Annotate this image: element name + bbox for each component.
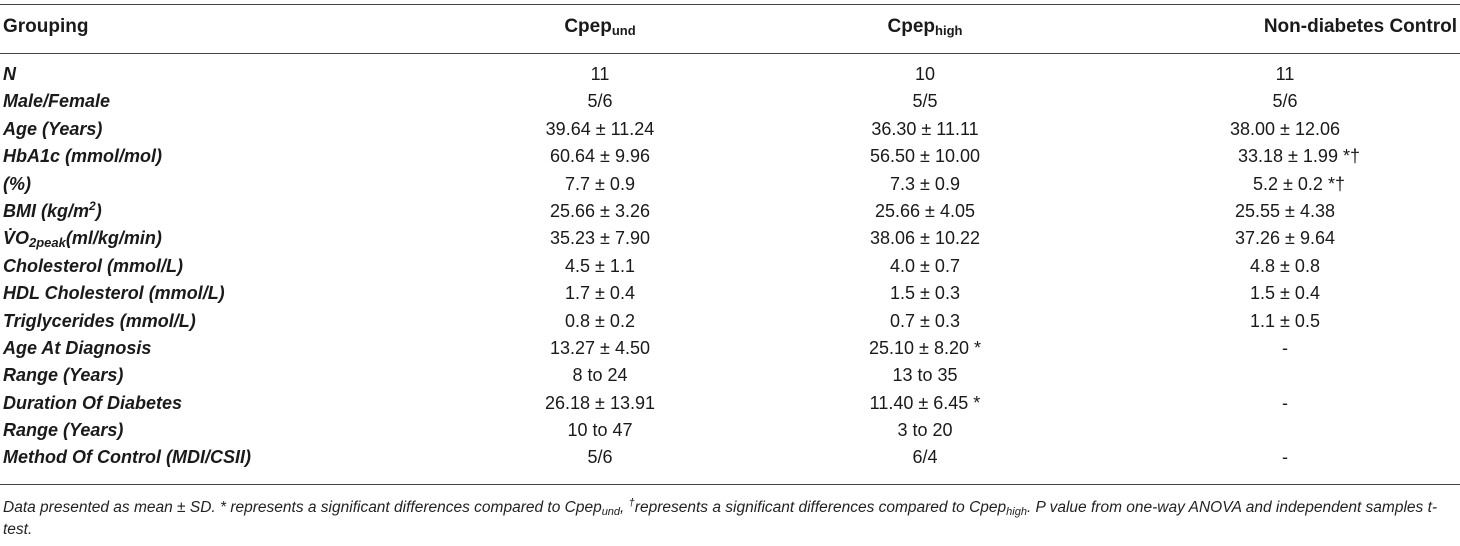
row-label: Triglycerides (mmol/L) — [3, 310, 196, 331]
cell-cpep-und: 26.18 ± 13.91 — [545, 392, 655, 413]
cell-cpep-und: 0.8 ± 0.2 — [565, 310, 635, 331]
cell-control: 11 — [1275, 64, 1295, 84]
table-row: N 11 10 11 — [0, 61, 1460, 88]
header-non-diabetes-control: Non-diabetes Control — [1263, 16, 1457, 37]
bottom-rule — [0, 484, 1460, 485]
cell-cpep-und: 5/6 — [587, 447, 613, 468]
cell-cpep-high: 38.06 ± 10.22 — [870, 228, 980, 249]
header-rule — [0, 53, 1460, 54]
header-grouping: Grouping — [3, 16, 89, 37]
cell-cpep-und: 35.23 ± 7.90 — [550, 228, 650, 249]
cell-control: 38.00 ± 12.06 — [1230, 118, 1340, 139]
top-rule — [0, 4, 1460, 5]
row-label: Method Of Control (MDI/CSII) — [3, 447, 251, 468]
cell-control: 4.8 ± 0.8 — [1250, 255, 1320, 276]
row-label: HbA1c (mmol/mol) — [3, 146, 163, 167]
cell-control: - — [1282, 447, 1288, 468]
cell-control: 25.55 ± 4.38 — [1235, 200, 1335, 221]
table-row: Method Of Control (MDI/CSII) 5/6 6/4 - — [0, 444, 1460, 471]
cell-cpep-und: 4.5 ± 1.1 — [565, 255, 635, 276]
cell-cpep-high: 6/4 — [912, 447, 938, 468]
table-row: HbA1c (mmol/mol) 60.64 ± 9.96 56.50 ± 10… — [0, 143, 1460, 170]
cell-cpep-high: 1.5 ± 0.3 — [890, 283, 960, 304]
cell-cpep-high: 56.50 ± 10.00 — [870, 146, 980, 167]
cell-control: 33.18 ± 1.99 *† — [1238, 146, 1360, 167]
cell-cpep-high: 7.3 ± 0.9 — [890, 173, 960, 194]
row-label: Age (Years) — [3, 118, 103, 139]
cell-control: 37.26 ± 9.64 — [1235, 228, 1335, 249]
cell-cpep-high: 3 to 20 — [897, 420, 953, 441]
cell-cpep-und: 25.66 ± 3.26 — [550, 200, 650, 221]
table-row: HDL Cholesterol (mmol/L) 1.7 ± 0.4 1.5 ±… — [0, 280, 1460, 307]
row-label: Range (Years) — [3, 420, 124, 441]
header-cpep-high: Cpephigh — [887, 16, 963, 38]
table-row: Duration Of Diabetes 26.18 ± 13.91 11.40… — [0, 390, 1460, 417]
cell-cpep-high: 10 — [914, 64, 936, 84]
cell-cpep-und: 11 — [590, 64, 610, 84]
cell-control: - — [1282, 392, 1288, 413]
table-row: Range (Years) 10 to 47 3 to 20 — [0, 417, 1460, 444]
cell-cpep-und: 39.64 ± 11.24 — [545, 118, 655, 139]
cell-cpep-und: 60.64 ± 9.96 — [550, 146, 650, 167]
row-label: V̇O2peak(ml/kg/min) — [3, 228, 162, 251]
cell-cpep-und: 10 to 47 — [567, 420, 633, 441]
cell-cpep-und: 1.7 ± 0.4 — [565, 283, 635, 304]
cell-cpep-high: 4.0 ± 0.7 — [890, 255, 960, 276]
cell-control: 5/6 — [1272, 91, 1298, 112]
row-label: Cholesterol (mmol/L) — [3, 255, 184, 276]
cell-cpep-und: 7.7 ± 0.9 — [565, 173, 635, 194]
cell-control: 1.5 ± 0.4 — [1250, 283, 1320, 304]
cell-cpep-high: 11.40 ± 6.45 * — [869, 392, 981, 413]
row-label: Range (Years) — [3, 365, 124, 386]
row-label: HDL Cholesterol (mmol/L) — [3, 283, 225, 304]
header-cpep-und: Cpepund — [564, 16, 636, 38]
cell-control — [1110, 417, 1460, 444]
cell-control: - — [1282, 337, 1288, 358]
cell-cpep-und: 8 to 24 — [572, 365, 628, 386]
row-label: Age At Diagnosis — [3, 337, 152, 358]
cell-cpep-high: 5/5 — [912, 91, 938, 112]
table-footnote: Data presented as mean ± SD. * represent… — [3, 497, 1438, 539]
cell-cpep-high: 36.30 ± 11.11 — [871, 118, 979, 139]
table-row: (%) 7.7 ± 0.9 7.3 ± 0.9 5.2 ± 0.2 *† — [0, 171, 1460, 198]
table-row: BMI (kg/m2) 25.66 ± 3.26 25.66 ± 4.05 25… — [0, 198, 1460, 225]
row-label: BMI (kg/m2) — [3, 198, 102, 221]
cell-control: 1.1 ± 0.5 — [1250, 310, 1320, 331]
table-row: V̇O2peak(ml/kg/min) 35.23 ± 7.90 38.06 ±… — [0, 225, 1460, 252]
cell-cpep-und: 13.27 ± 4.50 — [550, 337, 650, 358]
table-body: N 11 10 11 Male/Female 5/6 5/5 5/6 Age (… — [0, 61, 1460, 472]
row-label: (%) — [3, 173, 31, 194]
cell-cpep-und: 5/6 — [587, 91, 613, 112]
table-row: Age (Years) 39.64 ± 11.24 36.30 ± 11.11 … — [0, 116, 1460, 143]
cell-cpep-high: 0.7 ± 0.3 — [890, 310, 960, 331]
cell-cpep-high: 25.66 ± 4.05 — [875, 200, 975, 221]
table-row: Male/Female 5/6 5/5 5/6 — [0, 88, 1460, 115]
table-row: Cholesterol (mmol/L) 4.5 ± 1.1 4.0 ± 0.7… — [0, 253, 1460, 280]
cell-cpep-high: 25.10 ± 8.20 * — [869, 337, 981, 358]
table-header: Grouping Cpepund Cpephigh Non-diabetes C… — [0, 4, 1460, 53]
row-label: Male/Female — [3, 91, 111, 112]
row-label: Duration Of Diabetes — [3, 392, 183, 413]
table-row: Range (Years) 8 to 24 13 to 35 — [0, 362, 1460, 389]
cell-cpep-high: 13 to 35 — [892, 365, 958, 386]
row-label: N — [3, 64, 16, 84]
table-row: Age At Diagnosis 13.27 ± 4.50 25.10 ± 8.… — [0, 335, 1460, 362]
cell-control: 5.2 ± 0.2 *† — [1253, 173, 1345, 194]
table-row: Triglycerides (mmol/L) 0.8 ± 0.2 0.7 ± 0… — [0, 308, 1460, 335]
cell-control — [1110, 362, 1460, 389]
